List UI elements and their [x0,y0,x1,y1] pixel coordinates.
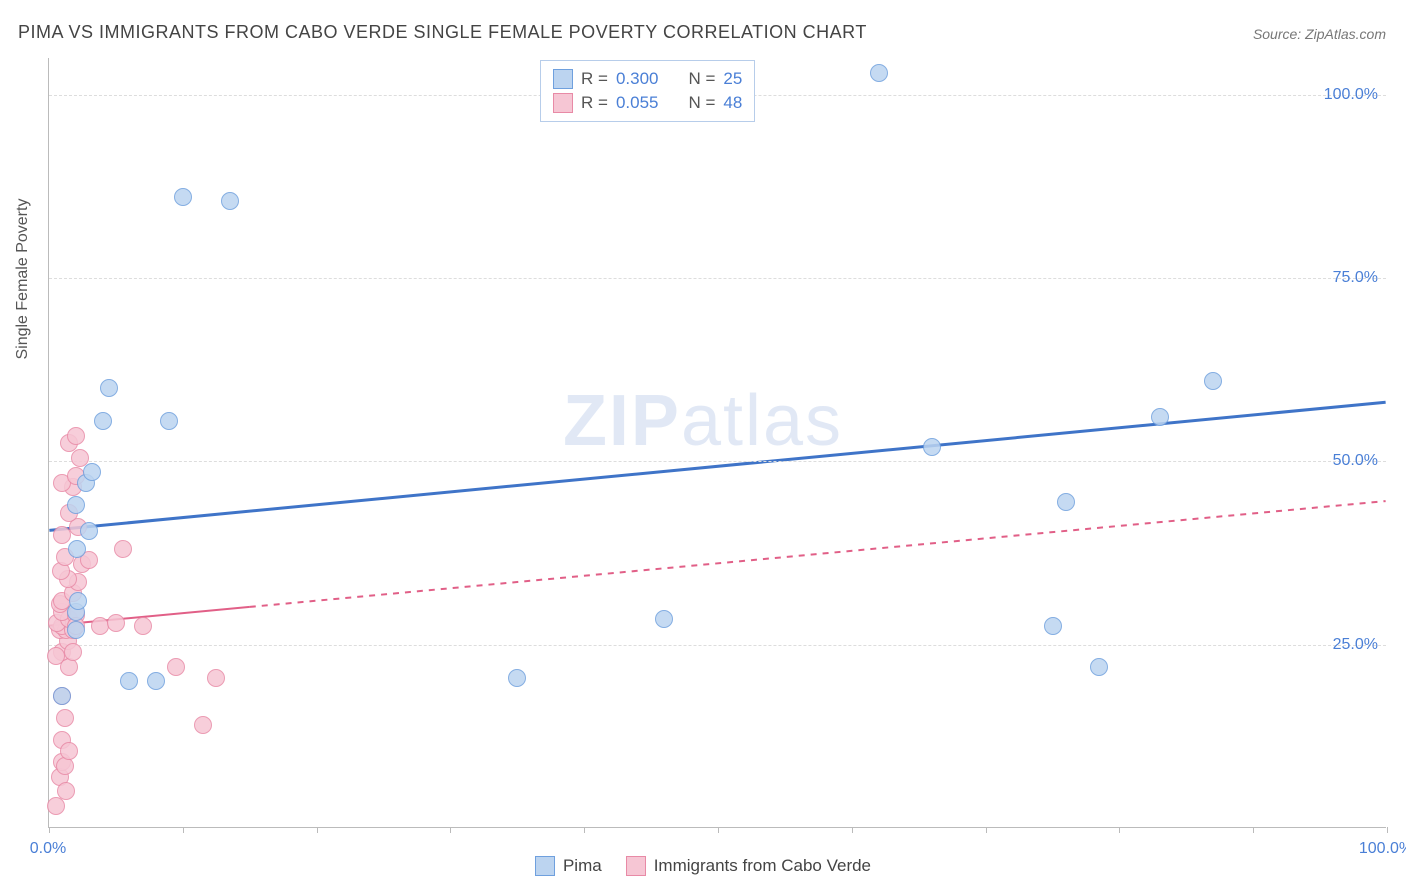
x-tick [1387,827,1388,833]
data-point [69,592,87,610]
x-tick [584,827,585,833]
data-point [1151,408,1169,426]
n-label: N = [688,93,715,113]
data-point [1090,658,1108,676]
data-point [64,643,82,661]
n-value: 25 [723,69,742,89]
gridline [49,461,1386,462]
data-point [194,716,212,734]
x-tick [986,827,987,833]
x-tick-label: 0.0% [30,840,66,858]
legend-swatch [626,856,646,876]
data-point [107,614,125,632]
x-tick [718,827,719,833]
n-value: 48 [723,93,742,113]
legend-swatch [535,856,555,876]
x-tick-label: 100.0% [1359,840,1406,858]
data-point [167,658,185,676]
y-tick-label: 25.0% [1333,636,1378,654]
y-tick-label: 100.0% [1324,86,1378,104]
r-value: 0.300 [616,69,659,89]
source-attribution: Source: ZipAtlas.com [1253,26,1386,42]
data-point [174,188,192,206]
r-value: 0.055 [616,93,659,113]
data-point [147,672,165,690]
x-tick [49,827,50,833]
legend-stat-row: R = 0.055 N = 48 [553,91,742,115]
data-point [114,540,132,558]
legend-stat-row: R = 0.300 N = 25 [553,67,742,91]
data-point [56,709,74,727]
trendlines-svg [49,58,1386,827]
legend-stats-box: R = 0.300 N = 25 R = 0.055 N = 48 [540,60,755,122]
scatter-plot-area: 25.0% 50.0% 75.0% 100.0% [48,58,1386,828]
data-point [83,463,101,481]
r-label: R = [581,69,608,89]
data-point [134,617,152,635]
x-tick [183,827,184,833]
x-tick [1119,827,1120,833]
x-tick [450,827,451,833]
chart-title: PIMA VS IMMIGRANTS FROM CABO VERDE SINGL… [18,22,867,43]
y-tick-label: 50.0% [1333,452,1378,470]
n-label: N = [688,69,715,89]
data-point [47,647,65,665]
legend-swatch [553,93,573,113]
r-label: R = [581,93,608,113]
y-axis-label: Single Female Poverty [14,199,32,360]
data-point [1204,372,1222,390]
x-tick [1253,827,1254,833]
data-point [923,438,941,456]
data-point [100,379,118,397]
data-point [1057,493,1075,511]
data-point [67,621,85,639]
legend-label: Immigrants from Cabo Verde [654,856,871,876]
data-point [1044,617,1062,635]
data-point [47,797,65,815]
legend-label: Pima [563,856,602,876]
gridline [49,278,1386,279]
data-point [57,782,75,800]
data-point [94,412,112,430]
legend-series: Pima Immigrants from Cabo Verde [0,856,1406,876]
data-point [68,540,86,558]
x-tick [317,827,318,833]
data-point [60,742,78,760]
gridline [49,645,1386,646]
data-point [655,610,673,628]
y-tick-label: 75.0% [1333,269,1378,287]
data-point [67,427,85,445]
data-point [80,522,98,540]
data-point [120,672,138,690]
x-tick [852,827,853,833]
legend-item: Pima [535,856,602,876]
data-point [221,192,239,210]
data-point [207,669,225,687]
legend-swatch [553,69,573,89]
legend-item: Immigrants from Cabo Verde [626,856,871,876]
data-point [160,412,178,430]
data-point [67,496,85,514]
data-point [870,64,888,82]
data-point [53,687,71,705]
data-point [508,669,526,687]
